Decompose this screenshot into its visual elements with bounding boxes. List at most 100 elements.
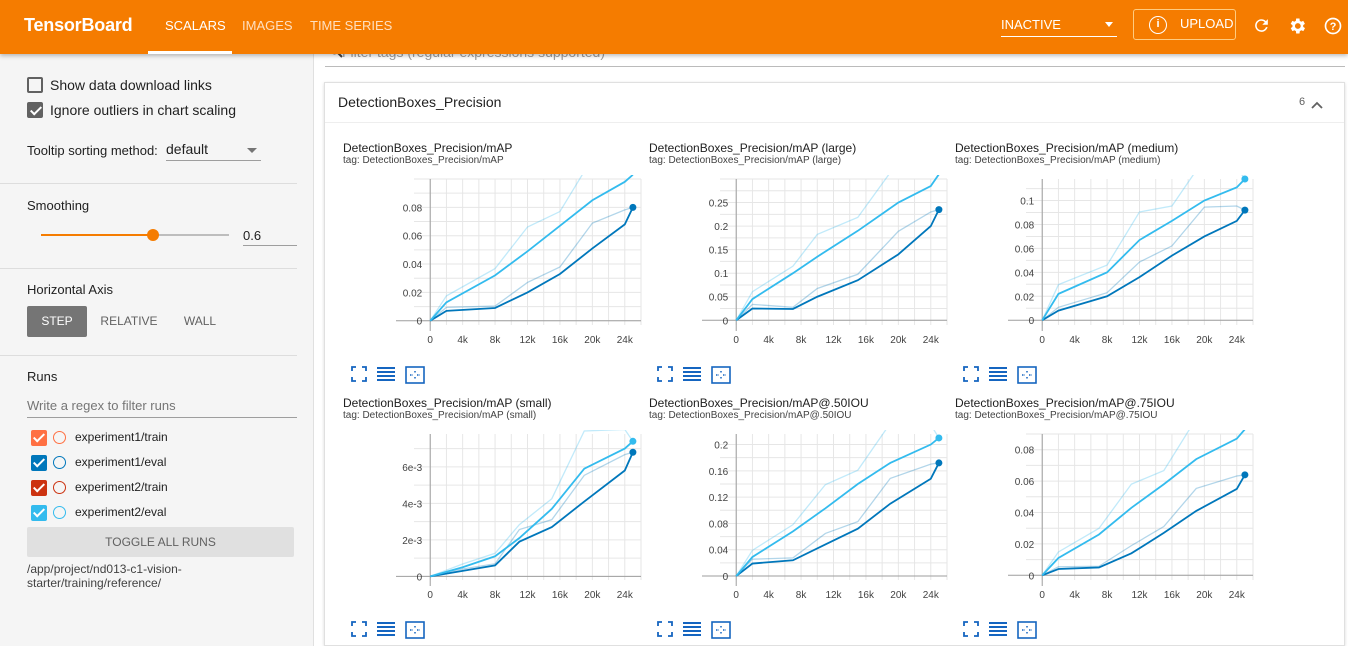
lines-icon[interactable]	[377, 366, 395, 387]
fit-domain-icon[interactable]	[1017, 366, 1037, 389]
fullscreen-icon[interactable]	[657, 366, 673, 387]
x-tick-label: 8k	[490, 590, 502, 601]
x-tick-label: 12k	[1131, 335, 1148, 346]
run-checkbox[interactable]	[31, 480, 47, 496]
upload-button[interactable]: i UPLOAD	[1133, 9, 1236, 40]
series-line	[1041, 430, 1246, 576]
fit-domain-icon[interactable]	[711, 366, 731, 389]
chart-title: DetectionBoxes_Precision/mAP (large)	[649, 141, 857, 155]
tooltip-sorting-select[interactable]: default	[166, 139, 261, 161]
active-tab-indicator	[148, 51, 232, 54]
y-tick-label: 0.04	[1015, 268, 1035, 279]
axis-wall-button[interactable]: WALL	[183, 314, 217, 328]
x-tick-label: 16k	[858, 590, 875, 601]
run-color-circle-icon[interactable]	[53, 456, 66, 469]
smoothing-label: Smoothing	[27, 198, 90, 213]
chart-plot[interactable]: 0 4k 8k 12k 16k 20k 24k 0 0.05 0.1 0.15 0.2 0.25	[649, 169, 949, 359]
ignore-outliers-checkbox[interactable]	[27, 102, 43, 118]
axis-step-button[interactable]: STEP	[27, 306, 87, 337]
fullscreen-icon[interactable]	[963, 366, 979, 387]
x-tick-label: 12k	[519, 590, 536, 601]
x-tick-label: 12k	[519, 335, 536, 346]
lines-icon[interactable]	[377, 621, 395, 642]
tab-scalars[interactable]: SCALARS	[165, 18, 226, 33]
x-tick-label: 4k	[1069, 335, 1081, 346]
lines-icon[interactable]	[989, 621, 1007, 642]
lines-icon[interactable]	[683, 621, 701, 642]
x-tick-label: 0	[1039, 335, 1045, 346]
fit-domain-icon[interactable]	[405, 366, 425, 389]
fullscreen-icon[interactable]	[351, 621, 367, 642]
y-tick-label: 0.08	[1015, 220, 1035, 231]
y-tick-label: 0.2	[714, 441, 728, 452]
series-raw-line	[1041, 474, 1245, 576]
toggle-all-runs-button[interactable]: TOGGLE ALL RUNS	[27, 527, 294, 557]
tooltip-sorting-value: default	[166, 141, 209, 157]
y-tick-label: 0.08	[709, 519, 729, 530]
chart-plot[interactable]: 0 4k 8k 12k 16k 20k 24k 0 0.02 0.04 0.06 0.08 0.1	[955, 169, 1255, 359]
y-tick-label: 0.02	[403, 288, 423, 299]
y-tick-label: 0.15	[709, 246, 729, 257]
series-raw-line	[429, 175, 633, 322]
x-tick-label: 4k	[1069, 590, 1081, 601]
fullscreen-icon[interactable]	[351, 366, 367, 387]
smoothing-value-input[interactable]: 0.6	[243, 226, 297, 246]
run-color-circle-icon[interactable]	[53, 431, 66, 444]
fit-domain-icon[interactable]	[711, 621, 731, 644]
series-raw-line	[735, 208, 940, 321]
y-tick-label: 0.04	[709, 546, 729, 557]
runs-filter-input[interactable]: Write a regex to filter runs	[27, 398, 297, 418]
chart-plot[interactable]: 0 4k 8k 12k 16k 20k 24k 0 0.02 0.04 0.06 0.08	[343, 169, 643, 359]
chart-plot[interactable]: 0 4k 8k 12k 16k 20k 24k 0 0.02 0.04 0.06 0.08	[955, 424, 1255, 614]
tab-images[interactable]: IMAGES	[242, 18, 293, 33]
fullscreen-icon[interactable]	[657, 621, 673, 642]
help-icon[interactable]: ?	[1323, 16, 1343, 41]
run-name: experiment2/eval	[75, 505, 167, 519]
run-color-circle-icon[interactable]	[53, 506, 66, 519]
show-download-links-checkbox[interactable]	[27, 77, 43, 93]
series-line	[429, 440, 634, 578]
series-raw-line	[429, 206, 634, 322]
smoothing-slider-thumb[interactable]	[147, 229, 159, 241]
x-tick-label: 16k	[858, 335, 875, 346]
scalar-chart-card: DetectionBoxes_Precision/mAP (small) tag:…	[343, 396, 643, 646]
series-line	[430, 451, 634, 578]
chart-plot[interactable]: 0 4k 8k 12k 16k 20k 24k 0 0.04 0.08 0.12 0.16 0.2	[649, 424, 949, 614]
x-tick-label: 4k	[457, 335, 469, 346]
series-end-point	[629, 203, 637, 211]
y-tick-label: 0.1	[1020, 197, 1034, 208]
chart-title: DetectionBoxes_Precision/mAP	[343, 141, 513, 155]
smoothing-slider-fill	[41, 234, 153, 236]
x-tick-label: 24k	[1229, 590, 1246, 601]
fullscreen-icon[interactable]	[963, 621, 979, 642]
gear-icon[interactable]	[1287, 16, 1307, 41]
fit-domain-icon[interactable]	[1017, 621, 1037, 644]
run-color-circle-icon[interactable]	[53, 481, 66, 494]
series-line	[735, 209, 940, 322]
fit-domain-icon[interactable]	[405, 621, 425, 644]
run-checkbox[interactable]	[31, 455, 47, 471]
scalar-chart-card: DetectionBoxes_Precision/mAP (medium) tag…	[955, 141, 1255, 391]
sidebar-section-horizontal-axis	[0, 269, 297, 356]
series-end-point	[1241, 206, 1249, 214]
y-tick-label: 0.06	[403, 232, 423, 243]
scalar-chart-card: DetectionBoxes_Precision/mAP@.75IOU tag: …	[955, 396, 1255, 646]
tab-time-series[interactable]: TIME SERIES	[310, 18, 393, 33]
tag-group-count: 6	[1299, 96, 1306, 108]
y-tick-label: 2e-3	[402, 536, 422, 547]
lines-icon[interactable]	[683, 366, 701, 387]
run-checkbox[interactable]	[31, 430, 47, 446]
brand-title: TensorBoard	[24, 15, 133, 35]
status-select[interactable]: INACTIVE	[1001, 17, 1117, 37]
lines-icon[interactable]	[989, 366, 1007, 387]
chevron-up-icon[interactable]	[1311, 97, 1323, 115]
refresh-icon[interactable]	[1252, 16, 1271, 40]
y-tick-label: 0.04	[1015, 508, 1035, 519]
chart-tag: tag: DetectionBoxes_Precision/mAP	[343, 155, 504, 166]
y-tick-label: 0.08	[1015, 446, 1035, 457]
tag-group-header[interactable]: DetectionBoxes_Precision 6	[325, 83, 1344, 123]
run-checkbox[interactable]	[31, 505, 47, 521]
series-line	[735, 175, 940, 321]
axis-relative-button[interactable]: RELATIVE	[100, 314, 158, 328]
chart-plot[interactable]: 0 4k 8k 12k 16k 20k 24k 0 2e-3 4e-3 6e-3	[343, 424, 643, 614]
